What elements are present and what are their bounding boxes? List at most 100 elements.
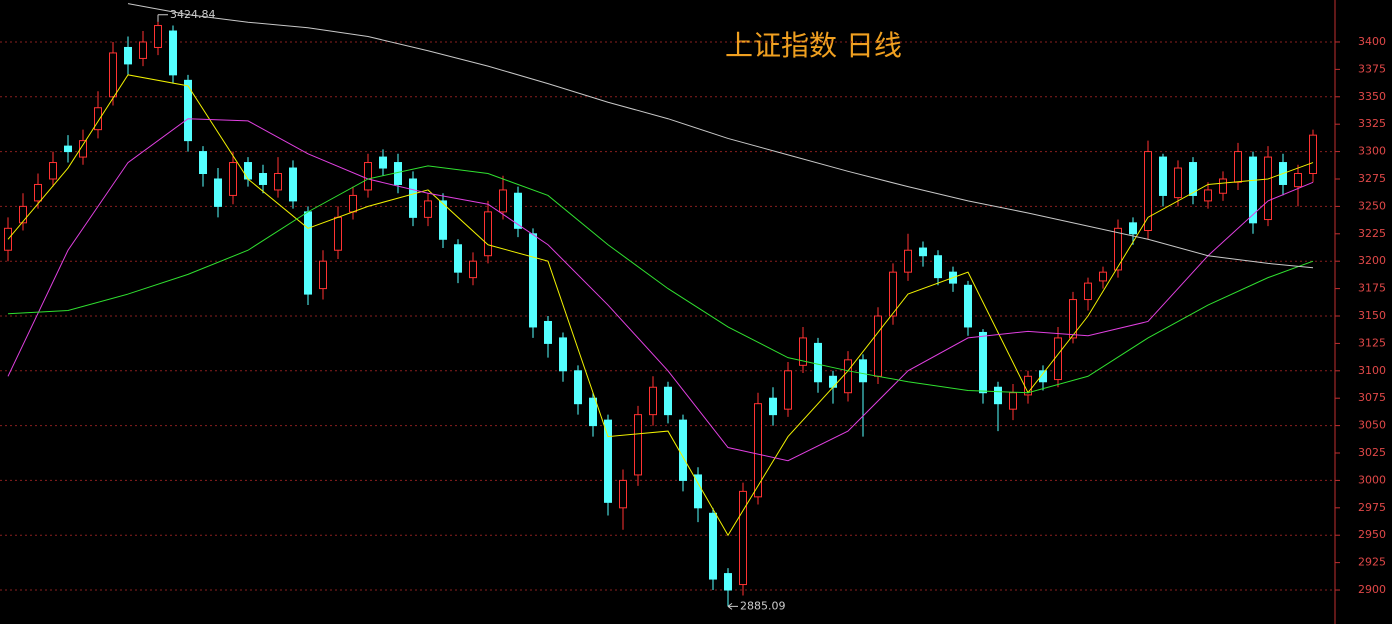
candle-body — [739, 490, 747, 586]
candle-body — [904, 249, 912, 273]
candle-body — [49, 162, 57, 180]
candle-body — [1174, 167, 1182, 199]
y-tick-label: 3075 — [1358, 391, 1386, 404]
candle-body — [94, 107, 102, 131]
candle-body — [859, 359, 867, 383]
candle-body — [184, 79, 192, 142]
candle-body — [634, 414, 642, 476]
candle-body — [1144, 151, 1152, 232]
candle-body — [274, 173, 282, 191]
y-tick-label: 3050 — [1358, 419, 1386, 432]
candle-body — [1069, 299, 1077, 339]
candle-body — [229, 162, 237, 196]
y-tick-label: 3025 — [1358, 446, 1386, 459]
candle-body — [454, 244, 462, 273]
candle-body — [1309, 134, 1317, 175]
candle-body — [1129, 222, 1137, 235]
candle-body — [964, 284, 972, 328]
candle-body — [439, 200, 447, 240]
candle-body — [259, 173, 267, 185]
candle-body — [1204, 189, 1212, 202]
y-tick-label: 3250 — [1358, 199, 1386, 212]
y-tick-label: 3125 — [1358, 336, 1386, 349]
candle-body — [1234, 151, 1242, 183]
y-tick-label: 2925 — [1358, 556, 1386, 569]
candle-body — [334, 216, 342, 251]
y-tick-label: 3275 — [1358, 172, 1386, 185]
y-tick-label: 3325 — [1358, 117, 1386, 130]
candle-body — [664, 386, 672, 416]
candle-body — [469, 260, 477, 279]
candle-body — [694, 474, 702, 509]
y-tick-label: 2900 — [1358, 583, 1386, 596]
candle-body — [709, 512, 717, 580]
y-tick-label: 3000 — [1358, 473, 1386, 486]
candle-body — [1009, 392, 1017, 410]
candle-body — [79, 140, 87, 158]
candle-body — [1264, 156, 1272, 221]
candle-body — [1249, 156, 1257, 224]
high-annotation: 3424.84 — [170, 8, 216, 21]
candle-body — [844, 359, 852, 394]
candle-body — [169, 30, 177, 76]
y-tick-label: 2975 — [1358, 501, 1386, 514]
candle-body — [1219, 178, 1227, 194]
candle-body — [889, 271, 897, 317]
candle-body — [139, 41, 147, 59]
candle-body — [829, 375, 837, 388]
y-tick-label: 3375 — [1358, 62, 1386, 75]
candle-body — [304, 211, 312, 295]
moving-average-line — [7, 118, 1314, 462]
candle-body — [64, 145, 72, 153]
y-tick-label: 2950 — [1358, 528, 1386, 541]
candle-body — [319, 260, 327, 290]
candle-body — [604, 419, 612, 503]
candle-body — [679, 419, 687, 481]
candle-body — [754, 403, 762, 498]
candle-body — [199, 151, 207, 175]
candle-body — [1039, 370, 1047, 383]
candle-body — [574, 370, 582, 405]
candle-body — [589, 397, 597, 427]
y-tick-label: 3400 — [1358, 35, 1386, 48]
candle-body — [529, 233, 537, 328]
chart-title: 上证指数 日线 — [725, 29, 902, 62]
candle-body — [364, 162, 372, 191]
candle-body — [499, 189, 507, 213]
annotation-arrow — [727, 602, 738, 610]
candle-body — [424, 200, 432, 218]
candle-body — [124, 46, 132, 65]
candle-body — [109, 52, 117, 98]
candle-body — [19, 205, 27, 224]
candle-body — [514, 192, 522, 229]
candle-body — [934, 255, 942, 279]
candle-body — [814, 342, 822, 383]
candle-body — [649, 386, 657, 416]
candle-body — [244, 162, 252, 180]
candle-body — [409, 178, 417, 218]
candle-body — [394, 162, 402, 185]
candle-body — [724, 573, 732, 591]
candle-body — [1054, 337, 1062, 381]
candle-body — [544, 320, 552, 344]
y-tick-label: 3100 — [1358, 364, 1386, 377]
candle-body — [784, 370, 792, 410]
candle-body — [994, 386, 1002, 405]
candle-body — [769, 397, 777, 416]
candle-body — [619, 479, 627, 509]
candle-body — [1114, 227, 1122, 271]
y-tick-label: 3150 — [1358, 309, 1386, 322]
y-tick-label: 3300 — [1358, 145, 1386, 158]
moving-average-line — [7, 165, 1314, 394]
candle-body — [874, 315, 882, 377]
y-tick-label: 3350 — [1358, 90, 1386, 103]
y-tick-label: 3175 — [1358, 282, 1386, 295]
candle-body — [349, 194, 357, 213]
candle-body — [919, 247, 927, 257]
candle-body — [1294, 173, 1302, 188]
candle-body — [1189, 162, 1197, 196]
candle-body — [379, 156, 387, 169]
